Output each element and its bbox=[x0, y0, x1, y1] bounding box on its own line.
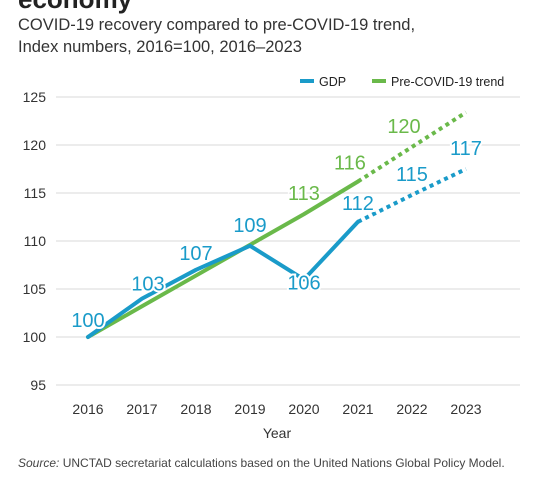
data-label: 115 bbox=[396, 164, 428, 186]
source-note: Source: UNCTAD secretariat calculations … bbox=[18, 456, 528, 471]
series-line bbox=[86, 219, 360, 339]
data-label: 100 bbox=[71, 310, 104, 332]
legend-label: GDP bbox=[319, 75, 346, 89]
source-text: UNCTAD secretariat calculations based on… bbox=[59, 456, 505, 470]
series-line bbox=[86, 179, 360, 339]
x-axis-label: Year bbox=[263, 425, 292, 441]
x-tick-label: 2017 bbox=[126, 401, 157, 417]
subtitle-line-1: COVID-19 recovery compared to pre-COVID-… bbox=[18, 16, 416, 34]
data-label: 107 bbox=[179, 243, 212, 265]
series-projection-line bbox=[356, 110, 468, 184]
source-label: Source: bbox=[18, 456, 60, 470]
data-label: 120 bbox=[387, 116, 420, 138]
x-tick-label: 2022 bbox=[396, 401, 427, 417]
y-tick-label: 100 bbox=[23, 329, 47, 345]
x-tick-label: 2019 bbox=[234, 401, 265, 417]
data-label: 117 bbox=[450, 138, 482, 160]
x-tick-label: 2023 bbox=[450, 401, 481, 417]
data-label: 106 bbox=[287, 272, 320, 294]
x-tick-label: 2016 bbox=[72, 401, 103, 417]
data-label: 116 bbox=[334, 152, 366, 174]
y-tick-label: 110 bbox=[24, 233, 47, 249]
data-label: 113 bbox=[288, 183, 320, 205]
chart-subtitle: COVID-19 recovery compared to pre-COVID-… bbox=[18, 14, 415, 58]
legend-label: Pre-COVID-19 trend bbox=[391, 75, 504, 89]
data-label: 112 bbox=[342, 193, 374, 215]
y-tick-label: 105 bbox=[23, 281, 47, 297]
data-label: 109 bbox=[233, 215, 266, 237]
y-tick-label: 115 bbox=[24, 185, 47, 201]
y-tick-label: 95 bbox=[30, 377, 46, 393]
y-tick-label: 125 bbox=[23, 89, 47, 105]
data-label: 103 bbox=[131, 274, 164, 296]
y-tick-label: 120 bbox=[23, 137, 47, 153]
x-tick-label: 2018 bbox=[180, 401, 211, 417]
x-tick-label: 2020 bbox=[288, 401, 319, 417]
cut-off-heading: economy bbox=[18, 0, 132, 15]
x-tick-label: 2021 bbox=[342, 401, 373, 417]
subtitle-line-2: Index numbers, 2016=100, 2016–2023 bbox=[18, 38, 302, 56]
